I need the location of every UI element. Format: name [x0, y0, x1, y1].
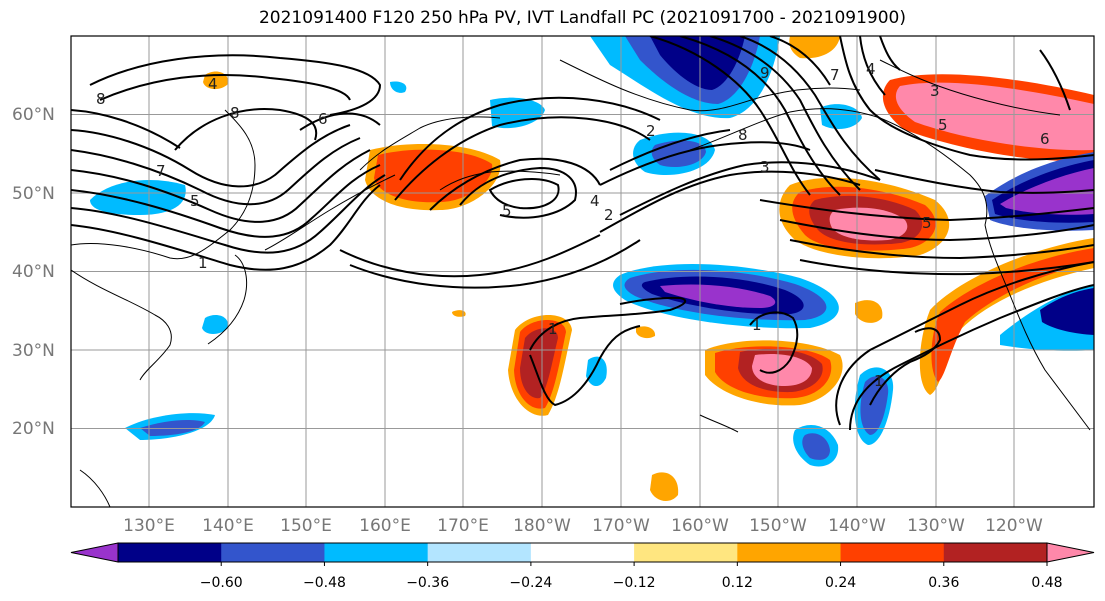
colorbar-segment — [427, 543, 532, 562]
contour-label: 1 — [874, 372, 884, 390]
colorbar-arrow-right — [1046, 542, 1095, 563]
colorbar-tick-label: −0.36 — [406, 575, 449, 591]
colorbar-tick-label: −0.48 — [303, 575, 346, 591]
lon-label: 140°E — [202, 516, 254, 536]
lat-label: 30°N — [12, 341, 55, 361]
contour-label: 1 — [198, 254, 208, 272]
contour-label: 5 — [938, 116, 948, 134]
chart-title: 2021091400 F120 250 hPa PV, IVT Landfall… — [258, 8, 906, 28]
colorbar-segment — [840, 543, 945, 562]
colorbar-tick-label: −0.12 — [613, 575, 656, 591]
colorbar-segment — [118, 543, 222, 562]
contour-label: 2 — [604, 206, 614, 224]
lon-label: 140°W — [828, 516, 886, 536]
contour-label: 4 — [866, 60, 876, 78]
contour-label: 1 — [752, 316, 762, 334]
longitude-axis: 130°E 140°E 150°E 160°E 170°E 180°W 170°… — [123, 516, 1043, 536]
colorbar-tick-label: −0.60 — [200, 575, 243, 591]
contour-label: 5 — [502, 202, 512, 220]
colorbar-segment — [324, 543, 429, 562]
lon-label: 150°W — [749, 516, 807, 536]
contour-label: 7 — [830, 66, 840, 84]
contour-label: 6 — [1040, 130, 1050, 148]
contour-label: 3 — [760, 158, 770, 176]
lon-label: 170°W — [592, 516, 650, 536]
colorbar-segment — [634, 543, 738, 562]
lon-label: 160°E — [359, 516, 411, 536]
colorbar-tick-label: 0.12 — [722, 575, 753, 591]
contour-label: 4 — [208, 75, 218, 93]
colorbar-tick-label: 0.24 — [825, 575, 856, 591]
lon-label: 170°E — [437, 516, 489, 536]
lat-label: 20°N — [12, 419, 55, 439]
colorbar-tick-label: −0.24 — [509, 575, 552, 591]
colorbar-tick-label: 0.36 — [928, 575, 959, 591]
lat-label: 60°N — [12, 105, 55, 125]
colorbar-segment — [530, 543, 635, 562]
lon-label: 180°W — [513, 516, 571, 536]
contour-label: 9 — [760, 64, 770, 82]
gridlines — [71, 36, 1094, 507]
lon-label: 150°E — [280, 516, 332, 536]
lat-label: 50°N — [12, 184, 55, 204]
contour-label: 7 — [156, 162, 166, 180]
colorbar-tick-label: 0.48 — [1031, 575, 1062, 591]
contour-label: 2 — [646, 122, 656, 140]
contour-label: 6 — [318, 110, 328, 128]
lon-label: 130°E — [123, 516, 175, 536]
lon-label: 130°W — [907, 516, 965, 536]
latitude-axis: 60°N 50°N 40°N 30°N 20°N — [12, 105, 55, 439]
colorbar-outline — [117, 542, 1048, 563]
lon-label: 120°W — [985, 516, 1043, 536]
contour-label: 5 — [922, 214, 932, 232]
contour-label: 8 — [738, 126, 748, 144]
contour-label: 3 — [930, 82, 940, 100]
contour-label: 5 — [190, 192, 200, 210]
colorbar-segments — [70, 542, 1095, 563]
colorbar-segment — [737, 543, 842, 562]
contour-labels: 4 8 8 7 5 1 2 6 5 4 2 9 8 3 7 4 3 5 6 5 … — [96, 60, 1050, 390]
lon-label: 160°W — [671, 516, 729, 536]
contour-label: 4 — [590, 192, 600, 210]
contour-label: 8 — [230, 104, 240, 122]
lat-label: 40°N — [12, 262, 55, 282]
contour-label: 1 — [548, 320, 558, 338]
pv-contours — [71, 36, 1094, 431]
colorbar-segment — [221, 543, 325, 562]
colorbar-ticks: −0.60 −0.48 −0.36 −0.24 −0.12 0.12 0.24 0.36 0.4… — [200, 562, 1063, 591]
colorbar-segment — [943, 543, 1048, 562]
colorbar-arrow-left — [70, 542, 119, 563]
contour-label: 8 — [96, 90, 106, 108]
colorbar: −0.60 −0.48 −0.36 −0.24 −0.12 0.12 0.24 0.36 0.4… — [70, 542, 1095, 591]
map-frame — [70, 35, 1095, 508]
